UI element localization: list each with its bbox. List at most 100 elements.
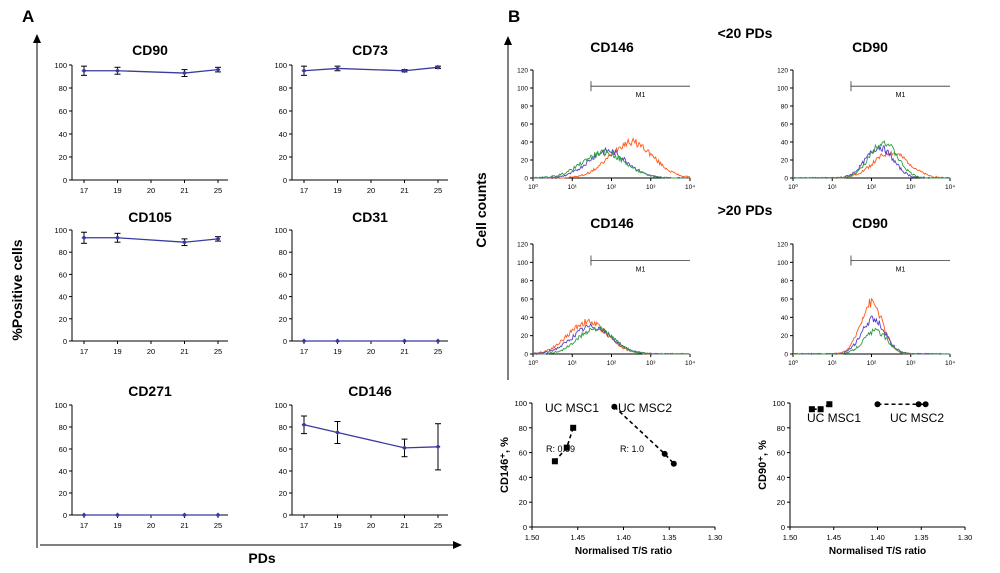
y-tick-label: 20 bbox=[521, 333, 529, 340]
data-point-square bbox=[817, 406, 824, 413]
panel-a-label: A bbox=[22, 7, 34, 26]
y-tick-label: 120 bbox=[517, 242, 528, 249]
series-line bbox=[303, 66, 439, 72]
y-tick-label: 80 bbox=[279, 248, 287, 257]
x-tick-label: 21 bbox=[180, 521, 188, 530]
x-tick-label: 19 bbox=[113, 347, 121, 356]
series-line bbox=[303, 424, 439, 449]
panel-b-label: B bbox=[508, 7, 520, 26]
y-tick-label: 80 bbox=[519, 424, 527, 433]
y-tick-label: 100 bbox=[274, 401, 287, 410]
data-point bbox=[81, 512, 87, 518]
x-tick-label: 25 bbox=[214, 521, 222, 530]
y-tick-label: 40 bbox=[59, 130, 67, 139]
y-tick-label: 20 bbox=[59, 489, 67, 498]
x-tick-label: 20 bbox=[147, 521, 155, 530]
y-tick-label: 40 bbox=[519, 473, 527, 482]
data-point-circle bbox=[670, 460, 677, 467]
x-tick-label: 17 bbox=[300, 521, 308, 530]
chart-title: CD31 bbox=[352, 209, 388, 225]
x-tick-label: 25 bbox=[434, 347, 442, 356]
data-point bbox=[435, 64, 441, 70]
gate-label: M1 bbox=[636, 92, 646, 99]
x-tick-label: 19 bbox=[333, 347, 341, 356]
histogram-curve-green bbox=[532, 149, 691, 179]
panel-b-y-arrow-icon bbox=[504, 36, 512, 45]
chart-title: CD90 bbox=[852, 215, 888, 231]
y-tick-label: 20 bbox=[781, 333, 789, 340]
x-tick-label: 10¹ bbox=[828, 184, 838, 191]
panel-a-y-arrow-icon bbox=[33, 34, 41, 43]
x-tick-label: 1.40 bbox=[616, 533, 631, 542]
data-point bbox=[182, 239, 187, 245]
y-tick-label: 120 bbox=[517, 68, 528, 75]
y-tick-label: 20 bbox=[279, 489, 287, 498]
histogram-cd146-high: CD146 0 20 40 60 80 100 120 10⁰ 10¹ 10² 10³ 10⁴ M1 bbox=[517, 215, 695, 367]
chart-title: CD105 bbox=[128, 209, 172, 225]
data-point-circle bbox=[874, 401, 881, 408]
y-tick-label: 40 bbox=[781, 315, 789, 322]
data-point-square bbox=[563, 444, 570, 451]
y-tick-label: 80 bbox=[59, 423, 67, 432]
data-point bbox=[335, 338, 340, 344]
x-tick-label: 19 bbox=[113, 186, 121, 195]
y-tick-label: 80 bbox=[59, 84, 67, 93]
y-tick-label: 40 bbox=[279, 467, 287, 476]
y-tick-label: 0 bbox=[784, 352, 788, 359]
y-tick-label: 20 bbox=[59, 315, 67, 324]
x-tick-label: 19 bbox=[113, 521, 121, 530]
y-tick-label: 60 bbox=[521, 122, 529, 129]
x-tick-label: 20 bbox=[147, 347, 155, 356]
x-tick-label: 1.50 bbox=[783, 533, 798, 542]
x-tick-label: 10³ bbox=[646, 184, 656, 191]
y-tick-label: 20 bbox=[777, 498, 785, 507]
data-point-circle bbox=[611, 403, 618, 410]
series-label: UC MSC1 bbox=[545, 401, 599, 415]
y-tick-label: 20 bbox=[279, 153, 287, 162]
y-tick-label: 0 bbox=[524, 176, 528, 183]
chart-title: CD146 bbox=[590, 39, 634, 55]
y-tick-label: 20 bbox=[279, 315, 287, 324]
y-tick-label: 40 bbox=[777, 473, 785, 482]
data-point-square bbox=[826, 401, 833, 408]
y-tick-label: 100 bbox=[274, 61, 287, 70]
data-point-circle bbox=[661, 450, 668, 457]
chart-title: CD146 bbox=[348, 383, 392, 399]
y-tick-label: 100 bbox=[772, 399, 785, 408]
gate-label: M1 bbox=[636, 267, 646, 274]
y-tick-label: 40 bbox=[59, 293, 67, 302]
chart-title: CD90 bbox=[132, 42, 168, 58]
x-tick-label: 1.30 bbox=[708, 533, 723, 542]
y-tick-label: 100 bbox=[777, 86, 788, 93]
line-chart-cd105: CD105 0 20 40 60 80 100 17 19 20 21 25 bbox=[54, 209, 228, 356]
data-point-square bbox=[808, 406, 815, 413]
y-tick-label: 80 bbox=[781, 104, 789, 111]
x-tick-label: 10³ bbox=[906, 184, 916, 191]
x-tick-label: 10³ bbox=[906, 360, 916, 367]
chart-title: CD90 bbox=[852, 39, 888, 55]
x-tick-label: 25 bbox=[434, 186, 442, 195]
y-tick-label: 80 bbox=[521, 278, 529, 285]
data-point bbox=[402, 68, 407, 74]
y-tick-label: 80 bbox=[279, 423, 287, 432]
y-tick-label: 0 bbox=[523, 523, 527, 532]
y-tick-label: 120 bbox=[777, 242, 788, 249]
data-point-circle bbox=[922, 401, 929, 408]
y-tick-label: 60 bbox=[521, 297, 529, 304]
y-tick-label: 80 bbox=[781, 278, 789, 285]
x-tick-label: 10⁴ bbox=[945, 360, 955, 367]
y-tick-label: 120 bbox=[777, 68, 788, 75]
x-tick-label: 19 bbox=[333, 186, 341, 195]
y-tick-label: 40 bbox=[279, 130, 287, 139]
x-tick-label: 10² bbox=[867, 360, 877, 367]
data-point bbox=[115, 235, 120, 241]
data-point bbox=[115, 68, 120, 74]
histogram-cd90-high: CD90 0 20 40 60 80 100 120 10⁰ 10¹ 10² 10³ 10⁴ M1 bbox=[777, 215, 955, 367]
y-tick-label: 100 bbox=[517, 260, 528, 267]
y-tick-label: 20 bbox=[59, 153, 67, 162]
y-tick-label: 40 bbox=[59, 467, 67, 476]
y-tick-label: 0 bbox=[784, 176, 788, 183]
x-tick-label: 21 bbox=[180, 186, 188, 195]
data-point bbox=[301, 422, 307, 428]
gate-label: M1 bbox=[896, 92, 906, 99]
